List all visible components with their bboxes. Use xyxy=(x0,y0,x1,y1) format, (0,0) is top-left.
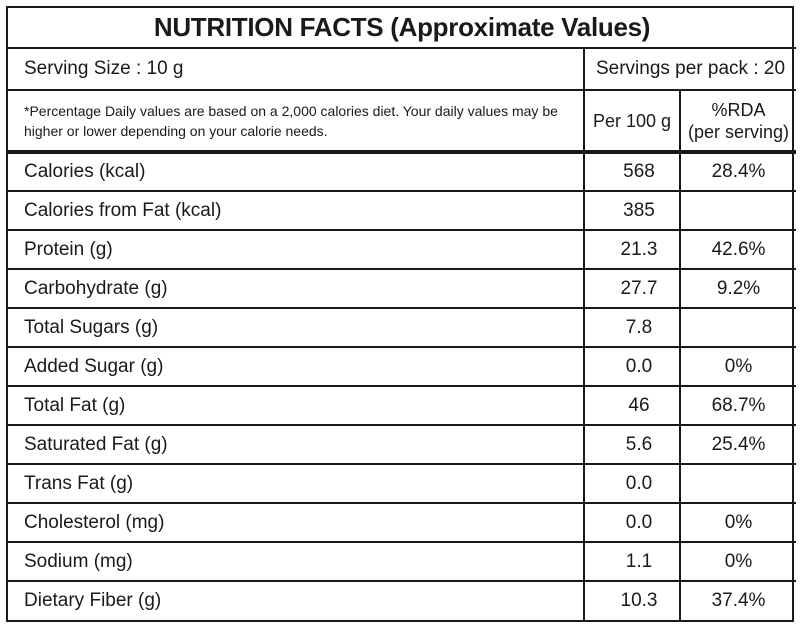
nutrient-name: Calories from Fat (kcal) xyxy=(8,190,585,231)
title-row: NUTRITION FACTS (Approximate Values) xyxy=(8,8,796,49)
table-row: Sodium (mg) 1.1 0% xyxy=(8,541,796,582)
per-100g-value: 5.6 xyxy=(583,424,681,465)
nutrient-name: Trans Fat (g) xyxy=(8,463,585,504)
rda-value: 42.6% xyxy=(679,229,796,270)
nutrition-table: NUTRITION FACTS (Approximate Values) Ser… xyxy=(8,8,796,620)
nutrient-name: Cholesterol (mg) xyxy=(8,502,585,543)
servings-per-pack: Servings per pack : 20 xyxy=(583,47,796,91)
table-title: NUTRITION FACTS (Approximate Values) xyxy=(8,8,796,49)
serving-row: Serving Size : 10 g Servings per pack : … xyxy=(8,47,796,91)
rda-value: 9.2% xyxy=(679,268,796,309)
per-100g-value: 10.3 xyxy=(583,580,681,620)
rda-value: 0% xyxy=(679,502,796,543)
nutrient-name: Sodium (mg) xyxy=(8,541,585,582)
table-row: Trans Fat (g) 0.0 xyxy=(8,463,796,504)
rda-value: 25.4% xyxy=(679,424,796,465)
table-row: Added Sugar (g) 0.0 0% xyxy=(8,346,796,387)
rda-value xyxy=(679,463,796,504)
rda-value: 28.4% xyxy=(679,151,796,192)
table-row: Total Sugars (g) 7.8 xyxy=(8,307,796,348)
table-row: Carbohydrate (g) 27.7 9.2% xyxy=(8,268,796,309)
per-100g-value: 0.0 xyxy=(583,502,681,543)
nutrient-name: Protein (g) xyxy=(8,229,585,270)
rda-header-line1: %RDA xyxy=(711,99,766,120)
nutrient-name: Total Sugars (g) xyxy=(8,307,585,348)
table-row: Total Fat (g) 46 68.7% xyxy=(8,385,796,426)
nutrient-name: Dietary Fiber (g) xyxy=(8,580,585,620)
rda-value: 68.7% xyxy=(679,385,796,426)
serving-size: Serving Size : 10 g xyxy=(8,47,585,91)
nutrient-name: Added Sugar (g) xyxy=(8,346,585,387)
rda-value: 0% xyxy=(679,541,796,582)
rda-value: 37.4% xyxy=(679,580,796,620)
rda-header: %RDA (per serving) xyxy=(679,89,796,154)
per-100g-value: 0.0 xyxy=(583,463,681,504)
per-100g-value: 21.3 xyxy=(583,229,681,270)
per-100g-value: 7.8 xyxy=(583,307,681,348)
rda-header-line2: (per serving) xyxy=(687,121,790,142)
per-100g-header: Per 100 g xyxy=(583,89,681,154)
table-row: Calories (kcal) 568 28.4% xyxy=(8,151,796,192)
per-100g-value: 46 xyxy=(583,385,681,426)
nutrient-name: Saturated Fat (g) xyxy=(8,424,585,465)
table-row: Saturated Fat (g) 5.6 25.4% xyxy=(8,424,796,465)
per-100g-value: 0.0 xyxy=(583,346,681,387)
per-100g-value: 27.7 xyxy=(583,268,681,309)
rda-value xyxy=(679,190,796,231)
nutrition-facts-panel: NUTRITION FACTS (Approximate Values) Ser… xyxy=(6,6,796,622)
table-row: Dietary Fiber (g) 10.3 37.4% xyxy=(8,580,796,620)
nutrient-name: Carbohydrate (g) xyxy=(8,268,585,309)
table-row: Protein (g) 21.3 42.6% xyxy=(8,229,796,270)
per-100g-value: 1.1 xyxy=(583,541,681,582)
rda-value xyxy=(679,307,796,348)
rda-value: 0% xyxy=(679,346,796,387)
daily-values-note: *Percentage Daily values are based on a … xyxy=(8,89,585,154)
nutrient-name: Total Fat (g) xyxy=(8,385,585,426)
per-100g-value: 385 xyxy=(583,190,681,231)
column-header-row: *Percentage Daily values are based on a … xyxy=(8,89,796,154)
table-row: Calories from Fat (kcal) 385 xyxy=(8,190,796,231)
table-row: Cholesterol (mg) 0.0 0% xyxy=(8,502,796,543)
per-100g-value: 568 xyxy=(583,151,681,192)
nutrient-name: Calories (kcal) xyxy=(8,151,585,192)
